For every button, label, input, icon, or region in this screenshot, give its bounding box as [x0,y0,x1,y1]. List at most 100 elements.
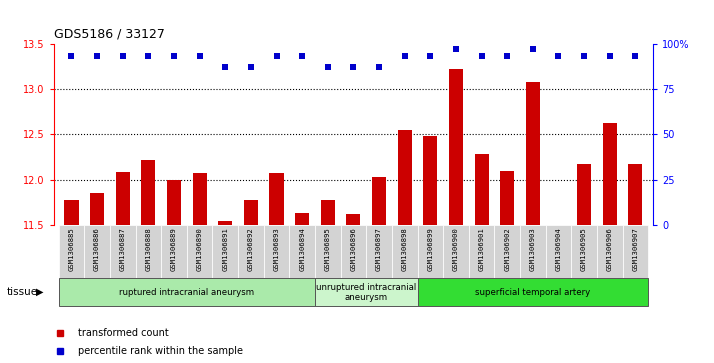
Bar [213,225,238,278]
Bar [597,225,623,278]
Point [630,53,641,59]
Point [220,64,231,70]
Bar [141,160,156,225]
Point [578,53,590,59]
Text: GSM1306901: GSM1306901 [478,228,485,272]
Bar [526,82,540,225]
Bar [193,173,206,225]
Text: GSM1306900: GSM1306900 [453,228,459,272]
Point [604,53,615,59]
Bar [520,225,545,278]
Bar [623,225,648,278]
Text: transformed count: transformed count [78,328,169,338]
Text: GSM1306898: GSM1306898 [402,228,408,272]
Text: GSM1306889: GSM1306889 [171,228,177,272]
Text: GSM1306895: GSM1306895 [325,228,331,272]
Text: GSM1306907: GSM1306907 [633,228,638,272]
Text: GSM1306897: GSM1306897 [376,228,382,272]
Point [425,53,436,59]
Point [348,64,359,70]
Bar [289,225,315,278]
Bar [423,136,438,225]
Text: GSM1306903: GSM1306903 [530,228,536,272]
Bar [603,122,617,225]
Text: GSM1306905: GSM1306905 [581,228,587,272]
Point [143,53,154,59]
Point [553,53,564,59]
Bar [494,225,520,278]
Bar [110,225,136,278]
Bar [116,172,130,225]
Text: GSM1306891: GSM1306891 [222,228,228,272]
Text: GSM1306890: GSM1306890 [196,228,203,272]
Bar [64,200,79,225]
Point [501,53,513,59]
Text: GSM1306885: GSM1306885 [69,228,74,272]
Text: GSM1306888: GSM1306888 [146,228,151,272]
Bar [84,225,110,278]
Text: GSM1306896: GSM1306896 [351,228,356,272]
Bar [59,225,84,278]
Point [245,64,256,70]
Bar [136,225,161,278]
Bar [315,278,418,306]
Bar [315,225,341,278]
Text: GSM1306906: GSM1306906 [607,228,613,272]
Text: ruptured intracranial aneurysm: ruptured intracranial aneurysm [119,288,254,297]
Bar [238,225,263,278]
Bar [161,225,187,278]
Bar [366,225,392,278]
Bar [398,130,412,225]
Text: GDS5186 / 33127: GDS5186 / 33127 [54,28,164,41]
Text: ▶: ▶ [36,287,43,297]
Bar [418,278,648,306]
Bar [244,200,258,225]
Point [117,53,129,59]
Text: GSM1306886: GSM1306886 [94,228,100,272]
Bar [475,154,488,225]
Bar [501,171,514,225]
Text: GSM1306892: GSM1306892 [248,228,254,272]
Bar [372,177,386,225]
Point [91,53,103,59]
Bar [59,278,315,306]
Bar [545,225,571,278]
Bar [321,200,335,225]
Bar [449,69,463,225]
Text: GSM1306893: GSM1306893 [273,228,280,272]
Bar [90,193,104,225]
Bar [269,173,283,225]
Point [399,53,411,59]
Bar [295,213,309,225]
Bar [341,225,366,278]
Bar [443,225,469,278]
Bar [187,225,213,278]
Point [66,53,77,59]
Text: GSM1306899: GSM1306899 [427,228,433,272]
Text: GSM1306902: GSM1306902 [504,228,511,272]
Point [476,53,487,59]
Bar [418,225,443,278]
Text: unruptured intracranial
aneurysm: unruptured intracranial aneurysm [316,282,416,302]
Text: tissue: tissue [7,287,39,297]
Point [194,53,206,59]
Bar [218,220,232,225]
Point [451,46,462,52]
Bar [577,164,591,225]
Bar [571,225,597,278]
Text: GSM1306904: GSM1306904 [555,228,561,272]
Point [271,53,282,59]
Bar [469,225,494,278]
Point [527,46,538,52]
Bar [167,180,181,225]
Bar [392,225,418,278]
Text: GSM1306887: GSM1306887 [120,228,126,272]
Text: GSM1306894: GSM1306894 [299,228,305,272]
Point [373,64,385,70]
Text: superficial temporal artery: superficial temporal artery [476,288,590,297]
Point [296,53,308,59]
Bar [263,225,289,278]
Point [322,64,333,70]
Text: percentile rank within the sample: percentile rank within the sample [78,346,243,356]
Bar [628,164,643,225]
